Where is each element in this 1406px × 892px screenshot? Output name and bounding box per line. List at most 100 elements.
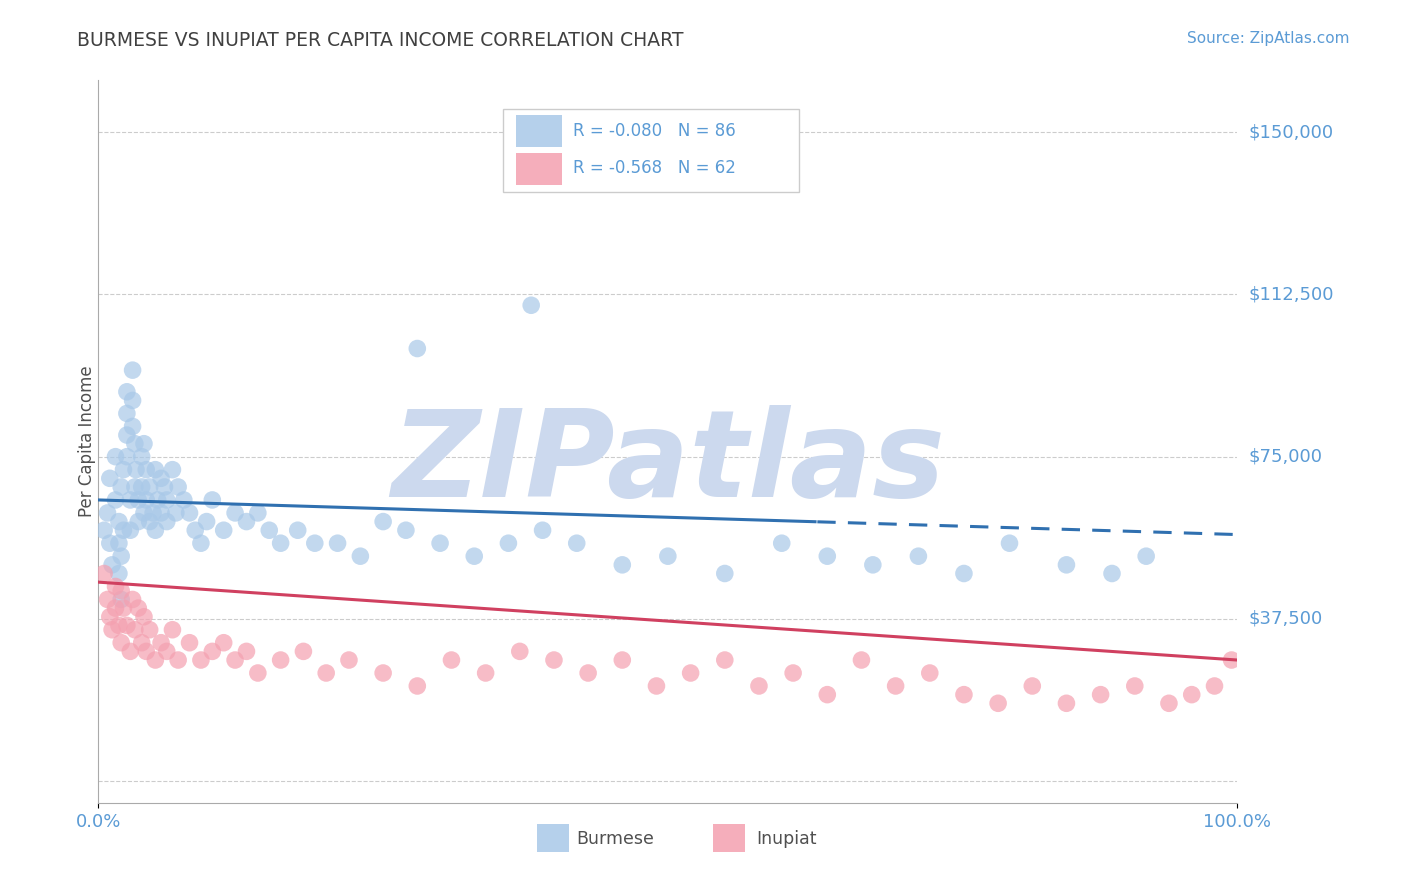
- Point: [884, 679, 907, 693]
- Point: [463, 549, 485, 564]
- Point: [1090, 688, 1112, 702]
- Text: R = -0.080   N = 86: R = -0.080 N = 86: [574, 122, 737, 140]
- Point: [132, 436, 155, 450]
- Point: [138, 623, 160, 637]
- Point: [1204, 679, 1226, 693]
- Point: [287, 523, 309, 537]
- Point: [104, 579, 127, 593]
- Point: [782, 665, 804, 680]
- Point: [179, 506, 201, 520]
- Point: [121, 363, 143, 377]
- Point: [156, 644, 179, 658]
- Point: [440, 653, 463, 667]
- Point: [349, 549, 371, 564]
- Point: [212, 636, 235, 650]
- Point: [145, 653, 167, 667]
- Point: [337, 653, 360, 667]
- Point: [150, 636, 173, 650]
- Point: [112, 601, 135, 615]
- Point: [474, 665, 496, 680]
- Point: [104, 492, 127, 507]
- Point: [1054, 558, 1078, 572]
- Point: [120, 644, 142, 658]
- Point: [96, 506, 118, 520]
- Point: [115, 406, 138, 420]
- Point: [714, 566, 737, 581]
- Point: [135, 644, 157, 658]
- Point: [953, 688, 976, 702]
- Point: [131, 450, 153, 464]
- Point: [1021, 679, 1043, 693]
- Point: [179, 636, 201, 650]
- Point: [531, 523, 554, 537]
- Text: $37,500: $37,500: [1249, 610, 1323, 628]
- Point: [110, 636, 132, 650]
- Text: ZIPatlas: ZIPatlas: [391, 405, 945, 522]
- Point: [212, 523, 235, 537]
- Point: [108, 618, 131, 632]
- Point: [862, 558, 884, 572]
- Point: [138, 480, 160, 494]
- Point: [150, 471, 173, 485]
- Point: [108, 515, 131, 529]
- Point: [246, 506, 269, 520]
- Point: [395, 523, 418, 537]
- Point: [115, 428, 138, 442]
- Text: Inupiat: Inupiat: [756, 830, 817, 848]
- Text: Burmese: Burmese: [576, 830, 655, 848]
- Point: [195, 515, 218, 529]
- Point: [304, 536, 326, 550]
- Point: [138, 515, 160, 529]
- Point: [98, 471, 121, 485]
- Point: [714, 653, 737, 667]
- Point: [918, 665, 941, 680]
- Point: [1054, 696, 1078, 710]
- Point: [998, 536, 1021, 550]
- Point: [429, 536, 451, 550]
- Point: [110, 549, 132, 564]
- FancyBboxPatch shape: [713, 824, 745, 852]
- Point: [145, 523, 167, 537]
- Point: [150, 506, 173, 520]
- Point: [127, 492, 149, 507]
- Point: [645, 679, 668, 693]
- FancyBboxPatch shape: [516, 115, 562, 147]
- Point: [1220, 653, 1243, 667]
- Point: [770, 536, 793, 550]
- Point: [1157, 696, 1180, 710]
- Point: [121, 393, 143, 408]
- Point: [184, 523, 207, 537]
- Text: Source: ZipAtlas.com: Source: ZipAtlas.com: [1187, 31, 1350, 46]
- Point: [565, 536, 588, 550]
- Point: [112, 463, 135, 477]
- Point: [315, 665, 337, 680]
- Point: [509, 644, 531, 658]
- Point: [235, 644, 257, 658]
- Point: [127, 601, 149, 615]
- Point: [235, 515, 257, 529]
- Point: [224, 653, 246, 667]
- Point: [93, 566, 115, 581]
- Point: [93, 523, 115, 537]
- Point: [292, 644, 315, 658]
- Point: [124, 480, 146, 494]
- Point: [657, 549, 679, 564]
- Point: [104, 601, 127, 615]
- Point: [201, 644, 224, 658]
- Point: [851, 653, 873, 667]
- Point: [371, 665, 394, 680]
- FancyBboxPatch shape: [503, 109, 799, 193]
- Point: [406, 679, 429, 693]
- Point: [156, 515, 179, 529]
- Point: [108, 536, 131, 550]
- Point: [406, 342, 429, 356]
- FancyBboxPatch shape: [516, 153, 562, 185]
- Point: [679, 665, 702, 680]
- Text: $112,500: $112,500: [1249, 285, 1334, 303]
- Point: [101, 623, 124, 637]
- Point: [101, 558, 124, 572]
- Point: [110, 480, 132, 494]
- Point: [270, 653, 292, 667]
- Point: [1135, 549, 1157, 564]
- Point: [987, 696, 1010, 710]
